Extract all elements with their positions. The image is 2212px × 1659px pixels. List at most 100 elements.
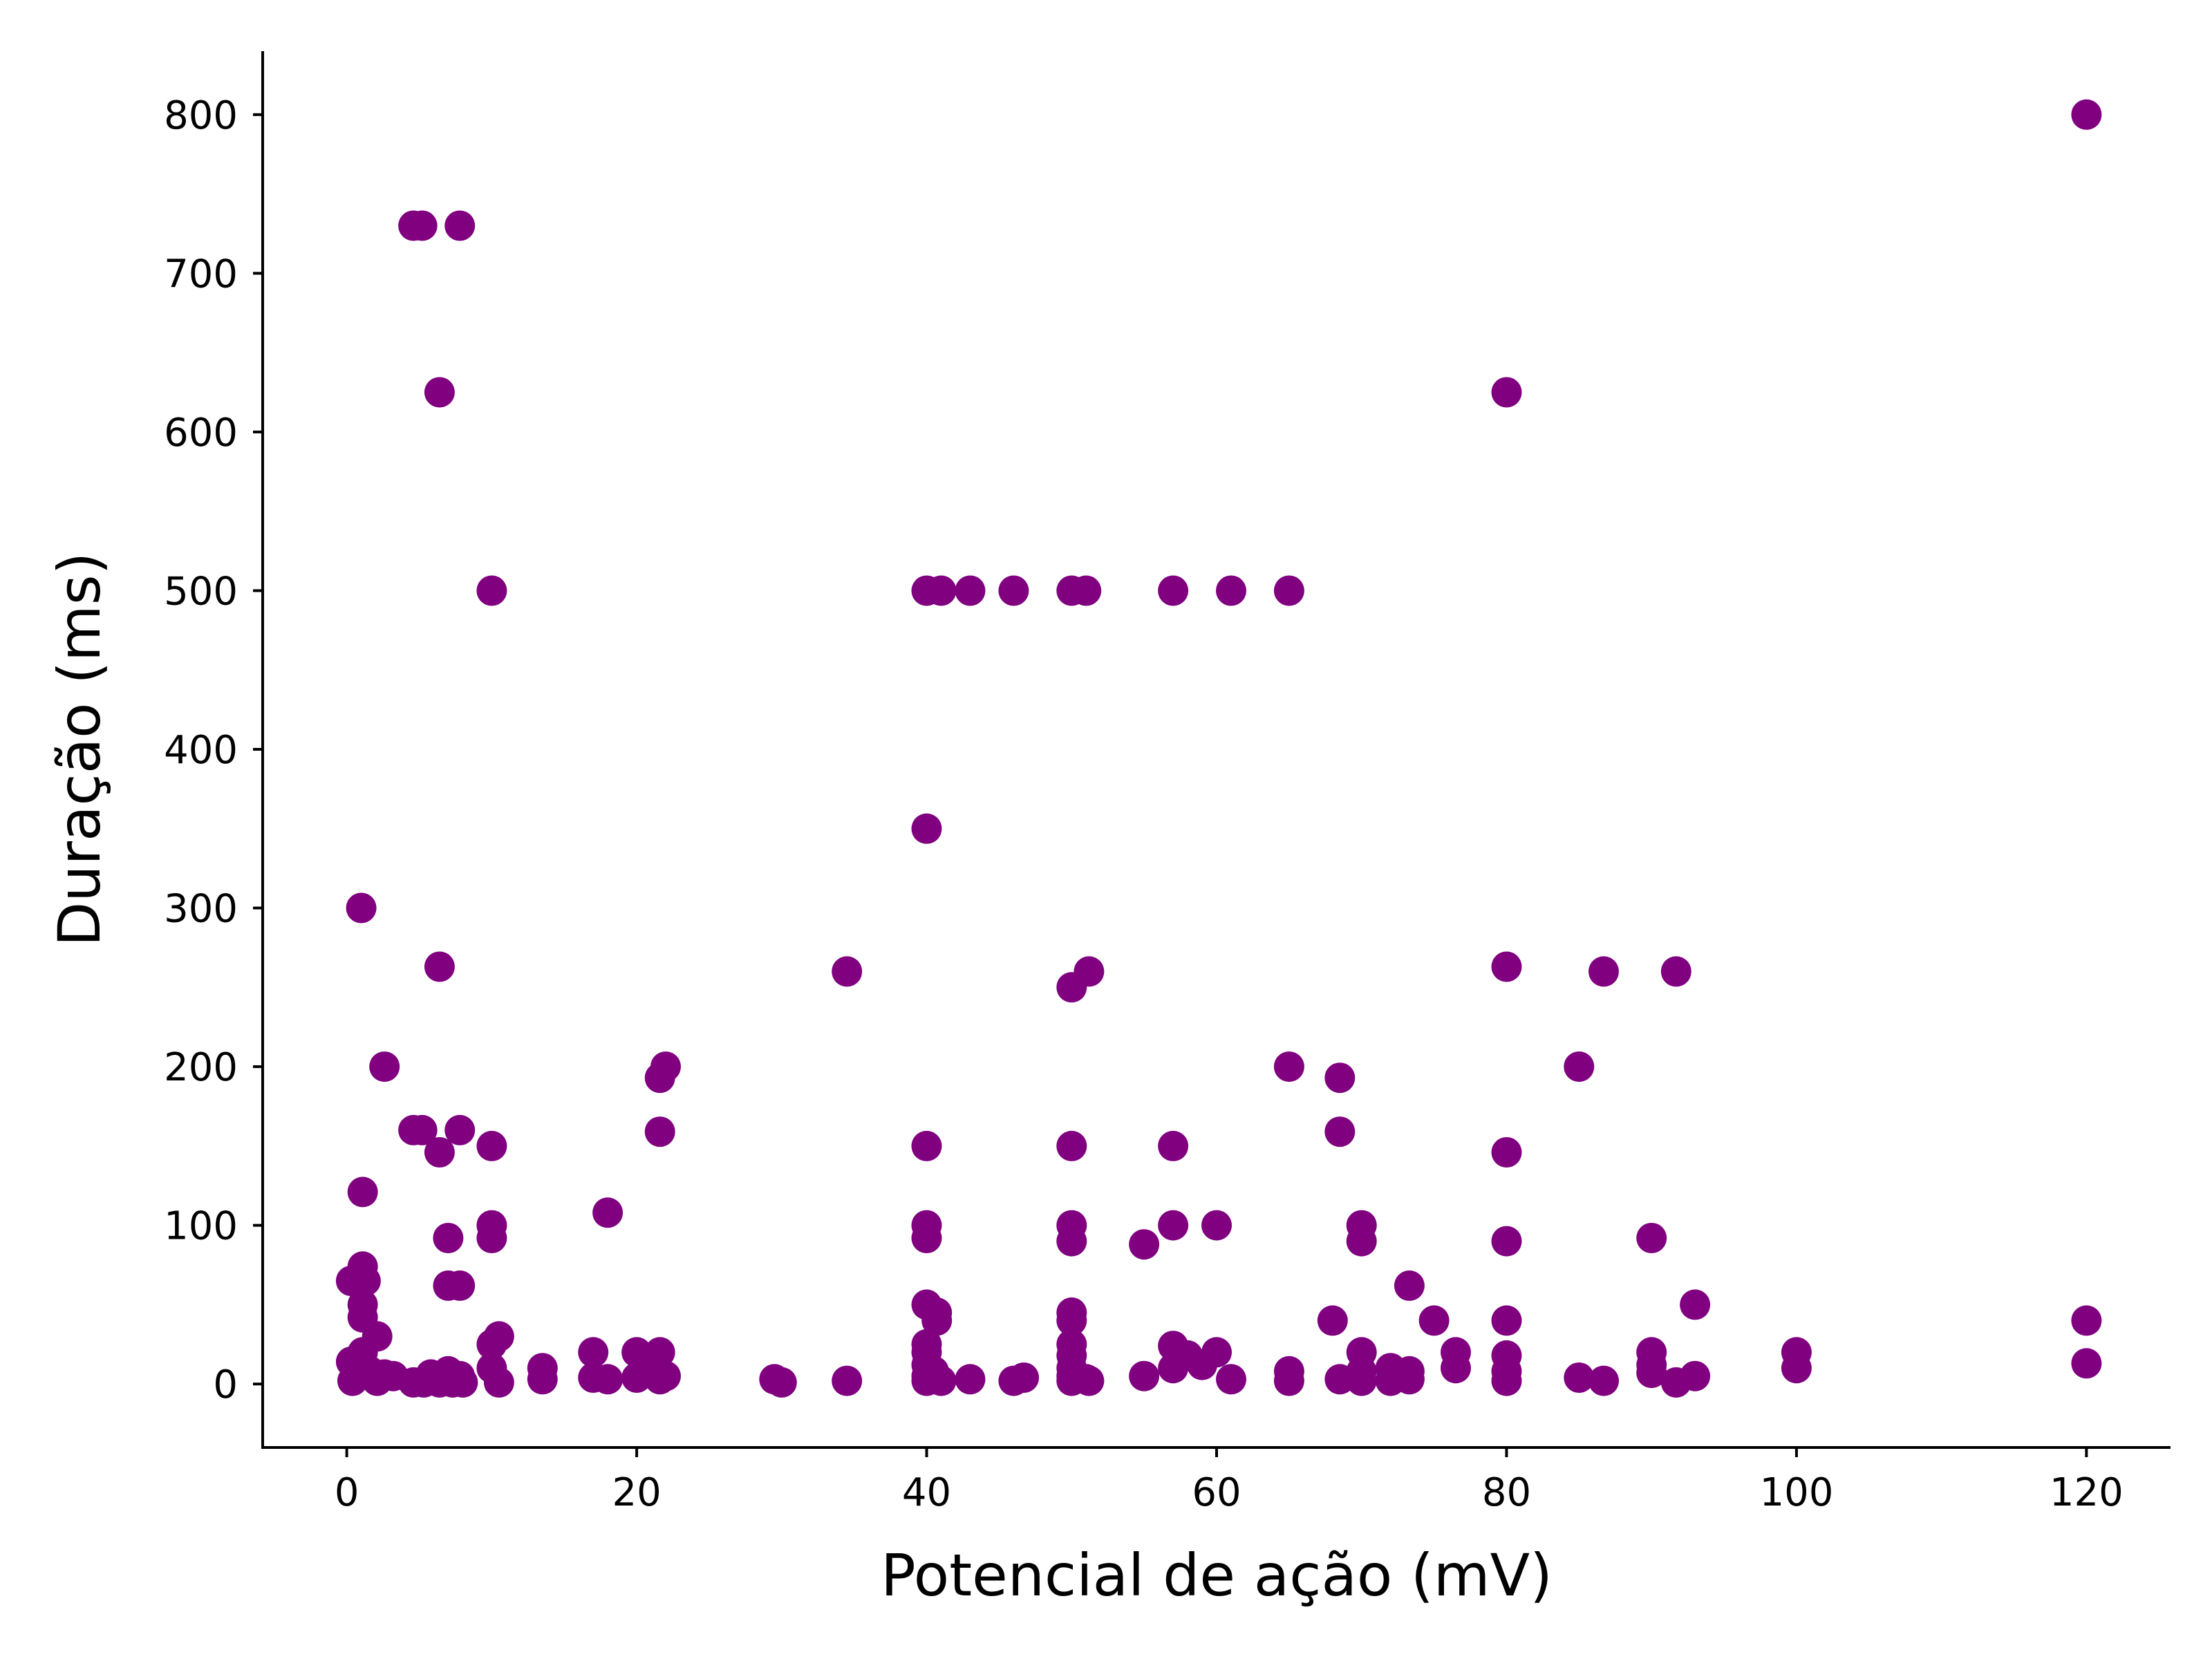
data-point [1201, 1210, 1232, 1241]
data-point [1074, 1365, 1105, 1396]
data-point [911, 1130, 942, 1161]
data-point [926, 1365, 957, 1396]
data-point [369, 1051, 400, 1082]
data-point [1564, 1051, 1595, 1082]
data-point [1129, 1229, 1160, 1260]
data-point [926, 575, 957, 606]
data-point [406, 210, 438, 241]
data-point [1588, 956, 1619, 987]
data-point [650, 1360, 681, 1391]
data-point [1056, 1130, 1087, 1161]
y-tick-label: 200 [164, 1045, 238, 1090]
data-point [1324, 1062, 1356, 1094]
data-point [955, 1364, 986, 1395]
x-tick-label: 60 [1192, 1470, 1241, 1515]
data-point [1491, 1305, 1522, 1336]
data-point [1216, 1364, 1246, 1395]
data-point [1441, 1353, 1471, 1384]
data-point [424, 951, 455, 982]
data-point [1394, 1270, 1425, 1301]
data-point [1158, 575, 1189, 606]
x-axis-label: Potencial de ação (mV) [881, 1541, 1553, 1609]
data-point [1056, 1226, 1087, 1257]
y-tick-label: 800 [164, 93, 238, 138]
data-point [955, 575, 986, 606]
data-point [483, 1321, 514, 1352]
y-tick-label: 400 [164, 728, 238, 773]
data-point [483, 1367, 514, 1398]
data-point [444, 1114, 476, 1145]
data-point [476, 1130, 507, 1161]
y-tick-label: 300 [164, 887, 238, 932]
data-point [592, 1364, 624, 1395]
x-tick-label: 40 [902, 1470, 951, 1515]
data-point [1418, 1305, 1450, 1336]
data-point [1491, 951, 1522, 982]
data-point [1201, 1337, 1232, 1368]
x-tick-label: 0 [335, 1470, 359, 1515]
data-point [2071, 1305, 2102, 1336]
data-point [406, 1114, 438, 1145]
data-points [335, 99, 2102, 1398]
data-point [1491, 1137, 1522, 1168]
data-point [832, 1365, 863, 1396]
data-point [832, 956, 863, 987]
data-point [1056, 972, 1087, 1003]
data-point [911, 1223, 942, 1253]
data-point [350, 1266, 381, 1296]
data-point [424, 1137, 455, 1168]
data-point [2071, 1348, 2102, 1379]
x-tick-label: 120 [2050, 1470, 2124, 1515]
data-point [1273, 1051, 1304, 1082]
x-axis-ticks: 0 20 40 60 80 100 120 [335, 1447, 2124, 1515]
data-point [1491, 377, 1522, 408]
data-point [1680, 1289, 1711, 1320]
data-point [921, 1305, 953, 1336]
data-point [347, 1177, 378, 1208]
data-point [1317, 1305, 1348, 1336]
data-point [444, 210, 476, 241]
data-point [998, 575, 1029, 606]
x-tick-label: 100 [1759, 1470, 1833, 1515]
x-tick-label: 20 [612, 1470, 661, 1515]
y-axis-ticks: 0 100 200 300 400 500 600 700 800 [164, 93, 263, 1407]
data-point [1588, 1365, 1619, 1396]
x-tick-label: 80 [1482, 1470, 1531, 1515]
data-point [1636, 1358, 1667, 1389]
data-point [433, 1223, 464, 1253]
data-point [644, 1116, 675, 1147]
data-point [424, 377, 455, 408]
data-point [644, 1062, 675, 1094]
data-point [766, 1367, 797, 1398]
data-point [1129, 1360, 1160, 1391]
data-point [644, 1337, 675, 1368]
data-point [1680, 1360, 1711, 1391]
data-point [1491, 1365, 1522, 1396]
data-point [444, 1270, 476, 1301]
data-point [1781, 1353, 1812, 1384]
data-point [1273, 575, 1304, 606]
data-point [346, 892, 377, 924]
data-point [1394, 1364, 1425, 1395]
data-point [1346, 1365, 1377, 1396]
data-point [1071, 575, 1102, 606]
data-point [1056, 1305, 1087, 1336]
data-point [592, 1197, 624, 1228]
data-point [911, 813, 942, 844]
data-point [1216, 575, 1246, 606]
data-point [1009, 1362, 1040, 1393]
data-point [1158, 1130, 1189, 1161]
y-axis-label: Duração (ms) [46, 552, 113, 947]
data-point [1491, 1226, 1522, 1257]
data-point [1660, 956, 1691, 987]
data-point [527, 1364, 558, 1395]
data-point [447, 1367, 478, 1398]
y-tick-label: 0 [213, 1362, 238, 1407]
data-point [1324, 1116, 1356, 1147]
y-tick-label: 100 [164, 1204, 238, 1249]
data-point [1636, 1223, 1667, 1253]
data-point [1346, 1226, 1377, 1257]
y-tick-label: 600 [164, 411, 238, 456]
data-point [1273, 1365, 1304, 1396]
